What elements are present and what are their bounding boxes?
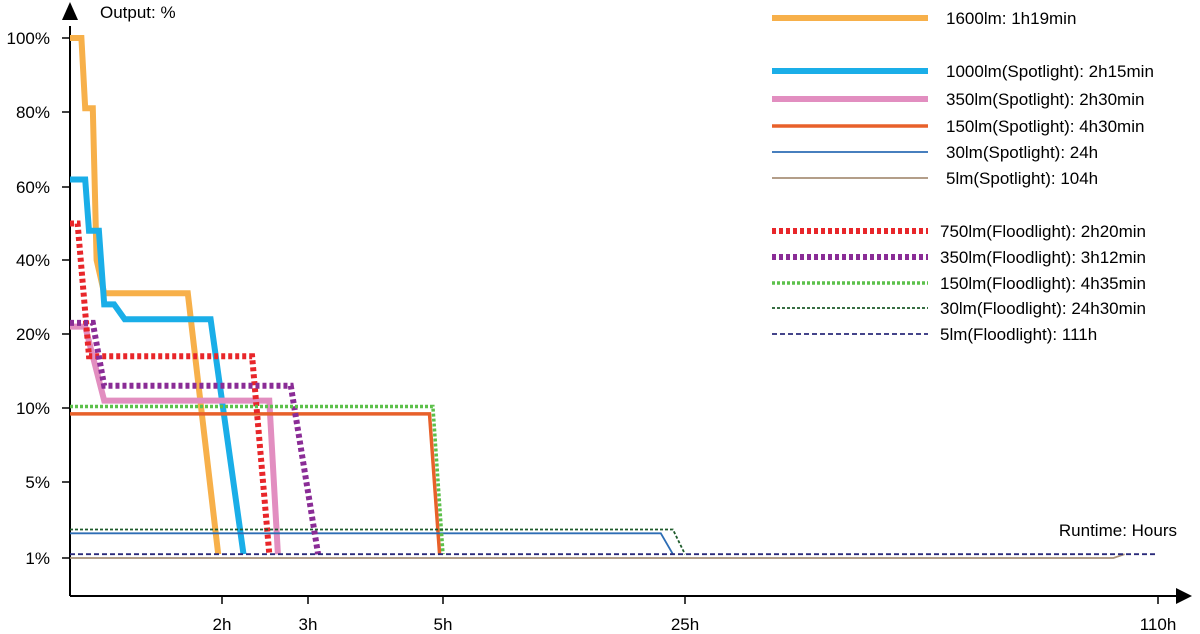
legend-label: 1600lm: 1h19min [946,9,1076,28]
legend-label: 750lm(Floodlight): 2h20min [940,222,1146,241]
legend-label: 150lm(Floodlight): 4h35min [940,274,1146,293]
series-line [70,35,222,555]
x-tick-label: 3h [299,615,318,634]
y-tick-label: 80% [16,103,50,122]
series-line [70,176,247,555]
legend-label: 1000lm(Spotlight): 2h15min [946,62,1154,81]
series-line [70,532,674,555]
legend-label: 5lm(Spotlight): 104h [946,169,1098,188]
y-tick-label: 60% [16,178,50,197]
legend-label: 30lm(Spotlight): 24h [946,143,1098,162]
y-tick-label: 10% [16,399,50,418]
y-tick-label: 40% [16,251,50,270]
series-line [70,319,322,555]
legend: 1600lm: 1h19min 1000lm(Spotlight): 2h15mi… [772,9,1154,344]
y-tick-label: 100% [7,29,50,48]
legend-label: 5lm(Floodlight): 111h [940,325,1097,344]
y-axis-title: Output: % [100,3,176,22]
y-tick-label: 1% [25,549,50,568]
x-tick-label: 2h [213,615,232,634]
series-line [70,412,442,555]
y-tick-label: 20% [16,325,50,344]
legend-label: 350lm(Spotlight): 2h30min [946,90,1144,109]
x-axis-title: Runtime: Hours [1059,521,1177,540]
y-tick-label: 5% [25,473,50,492]
legend-label: 350lm(Floodlight): 3h12min [940,248,1146,267]
x-tick-label: 110h [1140,615,1177,634]
series-line [70,404,445,555]
y-axis-arrow-icon [62,2,78,20]
series-line [70,220,273,555]
legend-label: 150lm(Spotlight): 4h30min [946,117,1144,136]
series-line [70,528,686,555]
axes: Output: % Runtime: Hours 100% 80% 60% 40% 20% 1… [7,2,1192,634]
series-layer [70,35,1158,559]
x-axis-arrow-icon [1176,588,1192,604]
series-line [70,323,281,555]
legend-label: 30lm(Floodlight): 24h30min [940,299,1146,318]
x-tick-label: 5h [434,615,453,634]
series-line [70,553,1125,559]
x-tick-label: 25h [671,615,699,634]
